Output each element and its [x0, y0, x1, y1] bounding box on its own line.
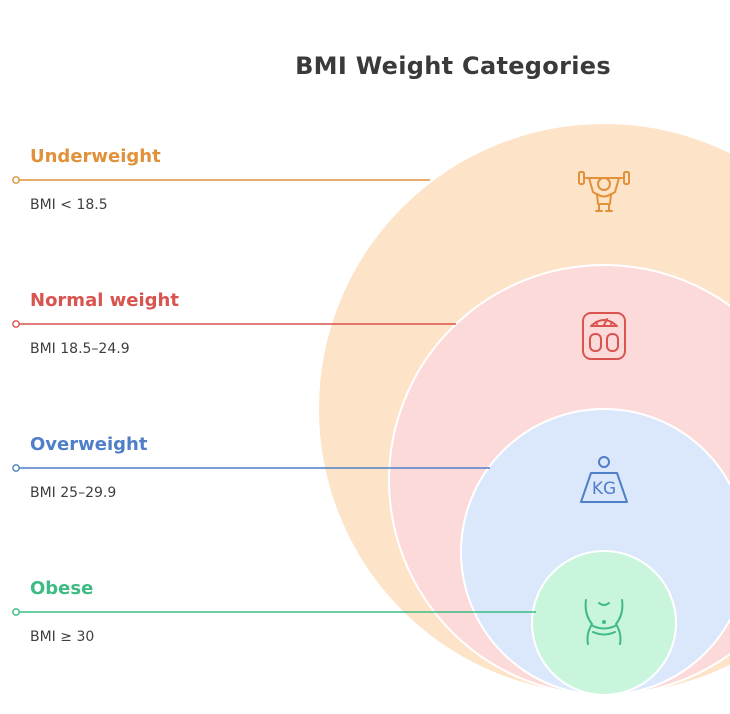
- weightlifter-icon: [578, 171, 630, 212]
- leader-obese: [12, 608, 536, 616]
- leader-overweight: [12, 464, 490, 472]
- leader-normal-weight: [12, 320, 456, 328]
- waist-torso-icon: [584, 599, 624, 645]
- bathroom-scale-icon: [582, 312, 626, 360]
- range-underweight: BMI < 18.5: [30, 197, 108, 213]
- svg-text:KG: KG: [592, 479, 616, 499]
- range-normal-weight: BMI 18.5–24.9: [30, 341, 130, 357]
- range-obese: BMI ≥ 30: [30, 629, 95, 645]
- kettlebell-kg-icon: KG: [580, 456, 628, 503]
- label-normal-weight: Normal weight: [30, 290, 179, 311]
- range-overweight: BMI 25–29.9: [30, 485, 117, 501]
- label-underweight: Underweight: [30, 146, 161, 167]
- page-title: BMI Weight Categories: [295, 52, 611, 80]
- label-overweight: Overweight: [30, 434, 148, 455]
- label-obese: Obese: [30, 578, 94, 599]
- leader-underweight: [12, 176, 430, 184]
